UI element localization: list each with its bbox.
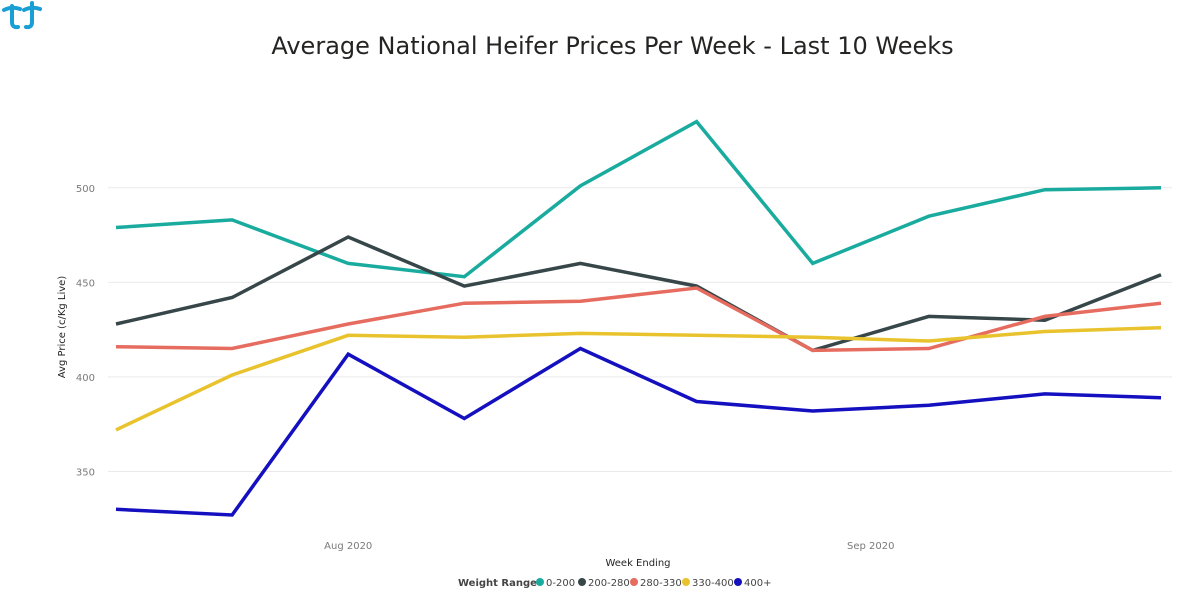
x-tick-label: Sep 2020 <box>847 541 894 552</box>
gridlines <box>108 187 1172 472</box>
series-line-0-200 <box>115 119 1162 279</box>
chart-title: Average National Heifer Prices Per Week … <box>271 32 954 60</box>
legend: Weight Range 0-200 200-280 280-330 330-400 40… <box>458 578 771 589</box>
legend-label: 330-400 <box>692 578 734 589</box>
y-axis-title: Avg Price (c/Kg Live) <box>57 276 68 379</box>
x-tick-label: Aug 2020 <box>324 541 372 552</box>
series-line-400+ <box>115 346 1162 517</box>
x-axis-title: Week Ending <box>605 558 670 569</box>
legend-marker <box>734 578 742 586</box>
legend-marker <box>682 578 690 586</box>
brand-logo-icon <box>2 1 42 30</box>
y-tick-label: 400 <box>76 373 95 384</box>
series-lines <box>115 119 1162 517</box>
legend-marker <box>578 578 586 586</box>
y-tick-label: 500 <box>76 184 95 195</box>
legend-title: Weight Range <box>458 578 537 589</box>
legend-label: 0-200 <box>546 578 575 589</box>
y-tick-label: 350 <box>76 467 95 478</box>
legend-marker <box>630 578 638 586</box>
legend-label: 280-330 <box>640 578 682 589</box>
legend-label: 200-280 <box>588 578 630 589</box>
series-line-280-330 <box>115 286 1162 353</box>
legend-marker <box>536 578 544 586</box>
series-line-330-400 <box>115 325 1162 432</box>
legend-label: 400+ <box>744 578 771 589</box>
series-line-200-280 <box>115 235 1162 353</box>
x-axis-ticks: Aug 2020 Sep 2020 <box>324 541 894 552</box>
y-axis-ticks: 350 400 450 500 <box>76 184 95 479</box>
y-tick-label: 450 <box>76 278 95 289</box>
